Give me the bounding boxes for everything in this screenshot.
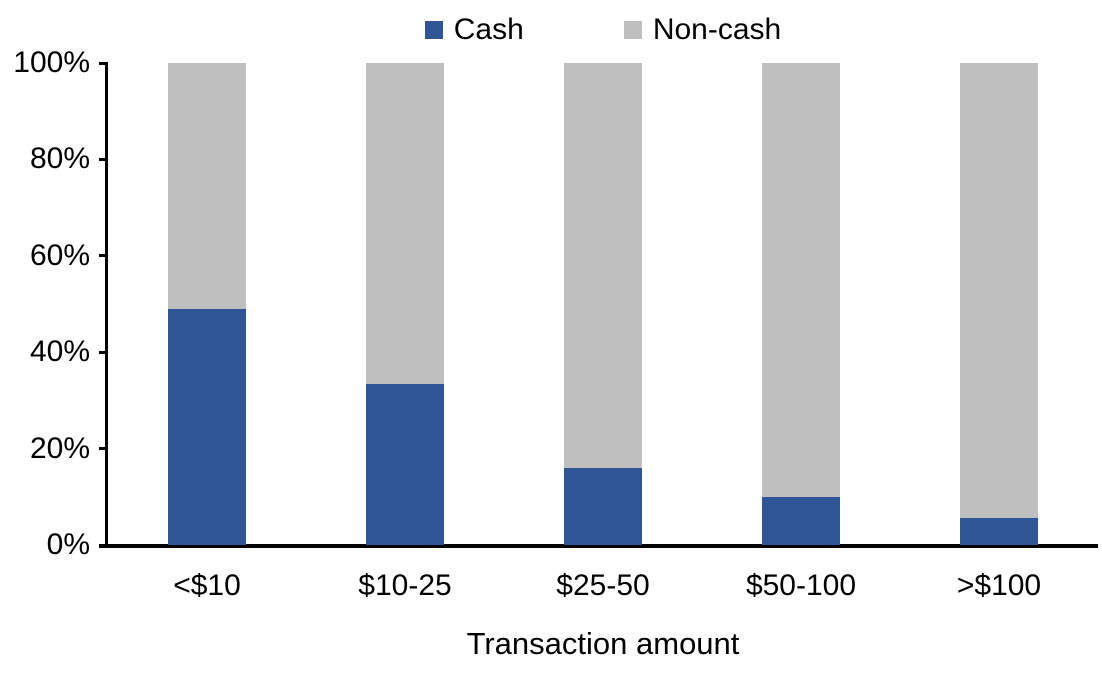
- y-axis-line: [105, 63, 108, 545]
- bar-stack: [366, 63, 444, 545]
- bar-segment-cash: [168, 308, 246, 545]
- bar-segment-noncash: [168, 63, 246, 309]
- y-tick-label: 60%: [29, 238, 90, 272]
- x-axis-title: Transaction amount: [466, 626, 740, 661]
- bar-stack: [762, 63, 840, 545]
- y-tick: [99, 543, 108, 547]
- x-tick-label: <$10: [173, 569, 241, 602]
- y-tick: [99, 447, 108, 451]
- bar-stack: [960, 63, 1038, 545]
- y-tick: [99, 254, 108, 258]
- cash-legend-label: Cash: [453, 13, 524, 46]
- bar-segment-cash: [762, 496, 840, 545]
- y-tick-label: 40%: [29, 335, 90, 369]
- y-tick-label: 20%: [29, 431, 90, 465]
- bar-segment-noncash: [960, 63, 1038, 519]
- x-tick-label: >$100: [956, 569, 1042, 602]
- y-tick: [99, 157, 108, 161]
- noncash-legend-label: Non-cash: [652, 13, 782, 46]
- bar-segment-cash: [366, 383, 444, 545]
- bar-segment-cash: [960, 518, 1038, 545]
- x-tick-label: $50-100: [745, 569, 857, 602]
- bar-segment-noncash: [366, 63, 444, 384]
- noncash-legend-swatch: [623, 21, 642, 39]
- chart-legend: Cash Non-cash: [108, 8, 1098, 52]
- cash-legend-swatch: [424, 21, 443, 39]
- y-tick-label: 0%: [46, 528, 90, 561]
- y-tick-label: 100%: [13, 46, 90, 79]
- bar-segment-noncash: [762, 63, 840, 497]
- bar-stack: [564, 63, 642, 545]
- legend-item-cash: Cash: [424, 12, 524, 48]
- bar-stack: [168, 63, 246, 545]
- legend-item-noncash: Non-cash: [623, 12, 782, 48]
- x-axis-line: [99, 544, 1098, 548]
- bar-segment-cash: [564, 467, 642, 545]
- y-tick: [99, 61, 108, 65]
- bar-segment-noncash: [564, 63, 642, 468]
- x-tick-label: $10-25: [358, 569, 452, 602]
- y-tick: [99, 350, 108, 354]
- x-tick-label: $25-50: [556, 569, 650, 602]
- y-tick-label: 80%: [29, 142, 90, 176]
